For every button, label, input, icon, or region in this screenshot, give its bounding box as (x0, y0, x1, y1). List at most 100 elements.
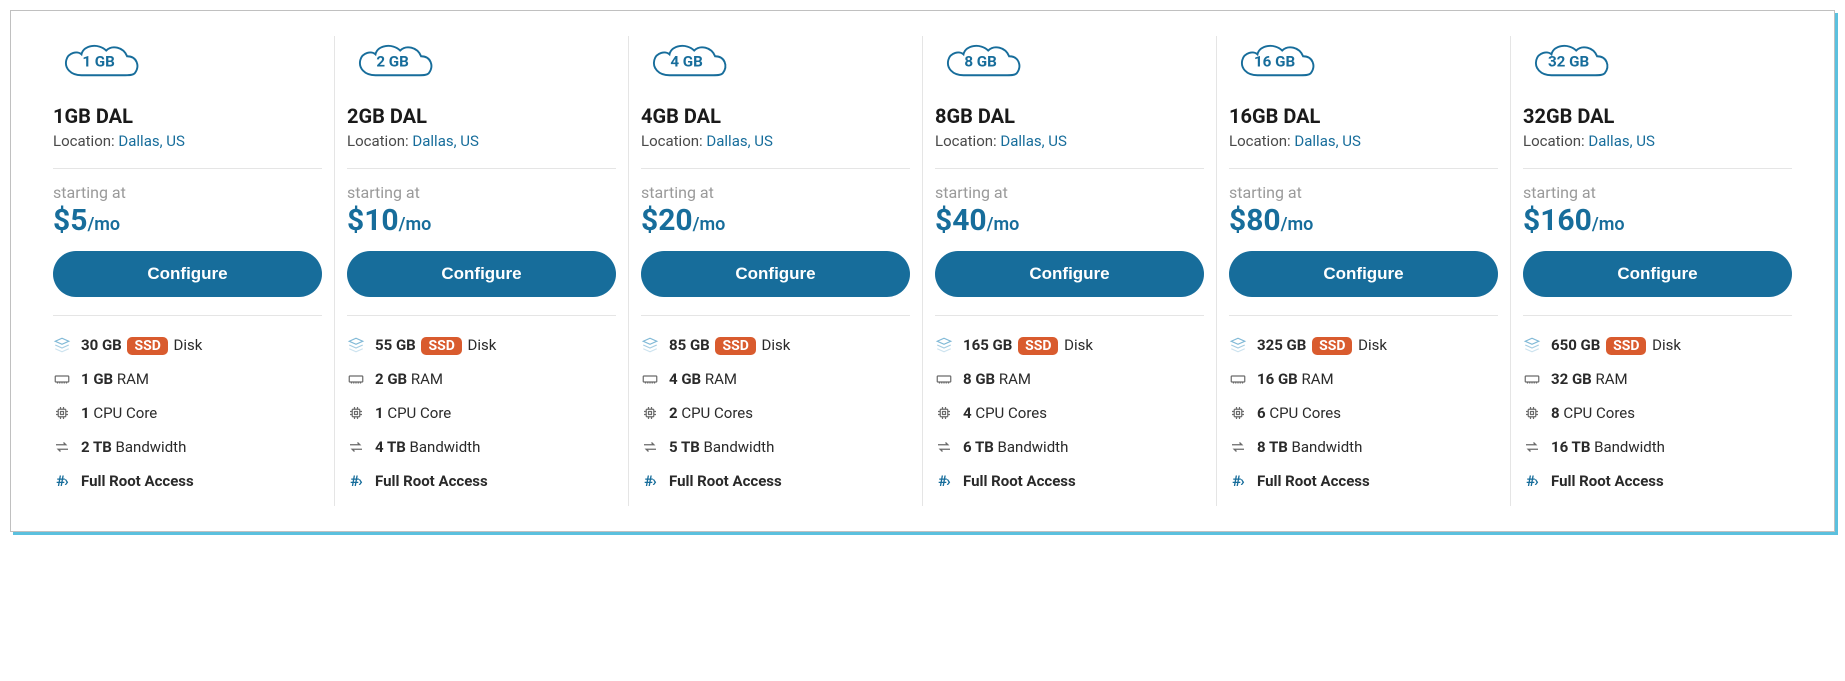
configure-button[interactable]: Configure (935, 251, 1204, 297)
cpu-suffix: CPU Cores (1266, 404, 1341, 422)
plan-location: Location: Dallas, US (1523, 132, 1792, 150)
cloud-size-label: 4 GB (670, 53, 703, 71)
spec-bandwidth: 16 TB Bandwidth (1523, 438, 1792, 456)
spec-disk: 30 GB SSD Disk (53, 336, 322, 354)
price-period: /mo (1281, 214, 1314, 235)
plan-location: Location: Dallas, US (641, 132, 910, 150)
spec-text: 8 TB Bandwidth (1257, 438, 1362, 456)
configure-button[interactable]: Configure (53, 251, 322, 297)
price: $20/mo (641, 204, 910, 237)
cloud-badge: 2 GB (347, 36, 442, 86)
disk-size: 30 GB (81, 336, 122, 354)
bandwidth-size: 16 TB (1551, 438, 1590, 456)
location-prefix: Location: (1229, 132, 1294, 150)
ram-suffix: RAM (701, 370, 737, 388)
location-prefix: Location: (347, 132, 412, 150)
spec-bandwidth: 8 TB Bandwidth (1229, 438, 1498, 456)
spec-list: 55 GB SSD Disk2 GB RAM1 CPU Core4 TB Ban… (347, 330, 616, 490)
price-value: $160 (1523, 203, 1592, 238)
starting-at-label: starting at (347, 183, 616, 202)
root-access-icon: #› (935, 472, 953, 490)
location-link[interactable]: Dallas, US (118, 132, 185, 150)
bandwidth-icon (935, 438, 953, 456)
starting-at-label: starting at (1229, 183, 1498, 202)
ram-size: 1 GB (81, 370, 113, 388)
price-period: /mo (87, 214, 120, 235)
spec-root: #›Full Root Access (347, 472, 616, 490)
root-access-icon: #› (53, 472, 71, 490)
spec-text: 650 GB SSD Disk (1551, 336, 1681, 354)
disk-icon (53, 336, 71, 354)
spec-disk: 85 GB SSD Disk (641, 336, 910, 354)
root-access-icon: #› (1523, 472, 1541, 490)
spec-text: 2 CPU Cores (669, 404, 753, 422)
spec-text: 1 GB RAM (81, 370, 149, 388)
ram-size: 32 GB (1551, 370, 1592, 388)
plan-card: 2 GB2GB DALLocation: Dallas, USstarting … (335, 36, 629, 506)
ram-icon (347, 370, 365, 388)
price: $160/mo (1523, 204, 1792, 237)
configure-button[interactable]: Configure (1229, 251, 1498, 297)
spec-cpu: 1 CPU Core (53, 404, 322, 422)
location-link[interactable]: Dallas, US (1588, 132, 1655, 150)
ram-icon (1523, 370, 1541, 388)
cpu-count: 2 (669, 404, 678, 422)
bandwidth-icon (641, 438, 659, 456)
price-value: $5 (53, 203, 87, 238)
bandwidth-icon (1229, 438, 1247, 456)
price-value: $80 (1229, 203, 1281, 238)
configure-button[interactable]: Configure (641, 251, 910, 297)
cloud-badge: 4 GB (641, 36, 736, 86)
spec-ram: 32 GB RAM (1523, 370, 1792, 388)
disk-size: 165 GB (963, 336, 1012, 354)
root-access-icon: #› (347, 472, 365, 490)
bandwidth-size: 6 TB (963, 438, 994, 456)
spec-text: 165 GB SSD Disk (963, 336, 1093, 354)
price: $80/mo (1229, 204, 1498, 237)
divider (1523, 315, 1792, 316)
cpu-icon (53, 404, 71, 422)
root-access-label: Full Root Access (963, 472, 1076, 490)
cloud-size-label: 32 GB (1548, 53, 1589, 71)
divider (1229, 315, 1498, 316)
ram-suffix: RAM (1298, 370, 1334, 388)
spec-disk: 650 GB SSD Disk (1523, 336, 1792, 354)
cloud-badge: 16 GB (1229, 36, 1324, 86)
price: $10/mo (347, 204, 616, 237)
plan-card: 16 GB16GB DALLocation: Dallas, USstartin… (1217, 36, 1511, 506)
plan-location: Location: Dallas, US (347, 132, 616, 150)
location-link[interactable]: Dallas, US (1294, 132, 1361, 150)
configure-button[interactable]: Configure (1523, 251, 1792, 297)
bandwidth-icon (347, 438, 365, 456)
plan-title: 8GB DAL (935, 104, 1204, 128)
cpu-suffix: CPU Core (90, 404, 158, 422)
spec-list: 30 GB SSD Disk1 GB RAM1 CPU Core2 TB Ban… (53, 330, 322, 490)
spec-ram: 1 GB RAM (53, 370, 322, 388)
price-period: /mo (987, 214, 1020, 235)
spec-text: 55 GB SSD Disk (375, 336, 496, 354)
location-prefix: Location: (1523, 132, 1588, 150)
cloud-size-label: 16 GB (1254, 53, 1295, 71)
ram-icon (53, 370, 71, 388)
bandwidth-suffix: Bandwidth (700, 438, 775, 456)
cpu-count: 8 (1551, 404, 1560, 422)
divider (1523, 168, 1792, 169)
divider (53, 168, 322, 169)
ram-size: 8 GB (963, 370, 995, 388)
cloud-size-label: 1 GB (82, 53, 115, 71)
location-link[interactable]: Dallas, US (1000, 132, 1067, 150)
spec-text: 8 GB RAM (963, 370, 1031, 388)
location-link[interactable]: Dallas, US (412, 132, 479, 150)
spec-disk: 165 GB SSD Disk (935, 336, 1204, 354)
configure-button[interactable]: Configure (347, 251, 616, 297)
spec-disk: 55 GB SSD Disk (347, 336, 616, 354)
spec-root: #›Full Root Access (1229, 472, 1498, 490)
cpu-suffix: CPU Cores (972, 404, 1047, 422)
location-prefix: Location: (641, 132, 706, 150)
disk-size: 85 GB (669, 336, 710, 354)
cpu-suffix: CPU Cores (1560, 404, 1635, 422)
bandwidth-suffix: Bandwidth (994, 438, 1069, 456)
location-link[interactable]: Dallas, US (706, 132, 773, 150)
cpu-icon (935, 404, 953, 422)
cpu-suffix: CPU Core (384, 404, 452, 422)
